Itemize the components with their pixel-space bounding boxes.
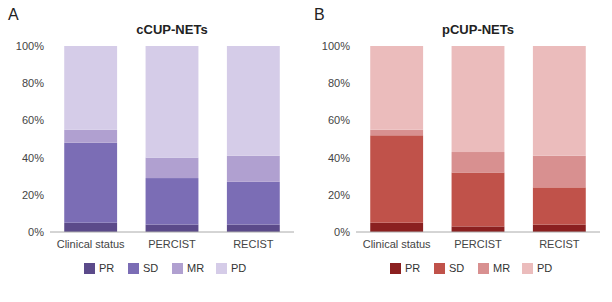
bar-segment <box>452 172 505 226</box>
y-tick-label: 20% <box>22 189 44 201</box>
panel-label: A <box>8 6 19 23</box>
bar-segment <box>64 143 117 223</box>
legend-label: PR <box>405 262 420 274</box>
x-tick-label: PERCIST <box>454 238 502 250</box>
bar-segment <box>146 225 199 232</box>
bar-segment <box>64 223 117 232</box>
legend-swatch <box>216 263 227 274</box>
bars <box>64 46 280 232</box>
bar-segment <box>64 130 117 143</box>
bar-segment <box>227 225 280 232</box>
x-tick-label: Clinical status <box>363 238 431 250</box>
bar-segment <box>370 46 423 130</box>
legend-swatch <box>84 263 95 274</box>
x-tick-label: Clinical status <box>57 238 125 250</box>
legend-label: SD <box>449 262 464 274</box>
panel: AcCUP-NETs 0% 20% 40% 60% 80% 100% Clinical sta… <box>8 6 294 274</box>
bar-segment <box>533 156 586 188</box>
legend-label: SD <box>143 262 158 274</box>
legend-swatch <box>128 263 139 274</box>
y-tick-label: 100% <box>16 40 44 52</box>
y-tick-label: 60% <box>328 114 350 126</box>
legend: PR SD MR PD <box>84 262 246 274</box>
x-tick-label: RECIST <box>233 238 274 250</box>
y-tick-label: 80% <box>328 77 350 89</box>
legend-label: PR <box>99 262 114 274</box>
bar-segment <box>146 46 199 158</box>
legend-label: PD <box>537 262 552 274</box>
bar-segment <box>452 152 505 172</box>
panel: BpCUP-NETs 0% 20% 40% 60% 80% 100% Clinical sta… <box>314 6 600 274</box>
y-tick-label: 60% <box>22 114 44 126</box>
chart-title: cCUP-NETs <box>136 22 207 37</box>
bar-segment <box>370 223 423 232</box>
y-tick-label: 20% <box>328 189 350 201</box>
bar-segment <box>146 178 199 225</box>
y-tick-label: 0% <box>334 226 350 238</box>
bars <box>370 46 586 232</box>
y-tick-label: 100% <box>322 40 350 52</box>
legend-swatch <box>172 263 183 274</box>
bar-segment <box>227 46 280 156</box>
legend-swatch <box>390 263 401 274</box>
legend-label: MR <box>493 262 510 274</box>
bar-segment <box>146 158 199 178</box>
bar-segment <box>452 226 505 232</box>
bar-segment <box>370 130 423 136</box>
bar-segment <box>533 46 586 156</box>
legend-swatch <box>522 263 533 274</box>
bar-segment <box>533 225 586 232</box>
panel-label: B <box>314 6 325 23</box>
chart-root: AcCUP-NETs 0% 20% 40% 60% 80% 100% Clinical sta… <box>0 0 612 302</box>
x-axis-line <box>50 232 294 233</box>
y-tick-label: 0% <box>28 226 44 238</box>
bar-segment <box>452 46 505 152</box>
x-axis-line <box>356 232 600 233</box>
legend: PR SD MR PD <box>390 262 552 274</box>
legend-label: MR <box>187 262 204 274</box>
bar-segment <box>227 156 280 182</box>
bar-segment <box>533 187 586 224</box>
bar-segment <box>227 182 280 225</box>
legend-label: PD <box>231 262 246 274</box>
y-tick-label: 40% <box>328 152 350 164</box>
x-tick-label: RECIST <box>539 238 580 250</box>
legend-swatch <box>478 263 489 274</box>
bar-segment <box>64 46 117 130</box>
chart-title: pCUP-NETs <box>442 22 514 37</box>
bar-segment <box>370 135 423 222</box>
legend-swatch <box>434 263 445 274</box>
x-tick-label: PERCIST <box>148 238 196 250</box>
y-tick-label: 80% <box>22 77 44 89</box>
y-tick-label: 40% <box>22 152 44 164</box>
